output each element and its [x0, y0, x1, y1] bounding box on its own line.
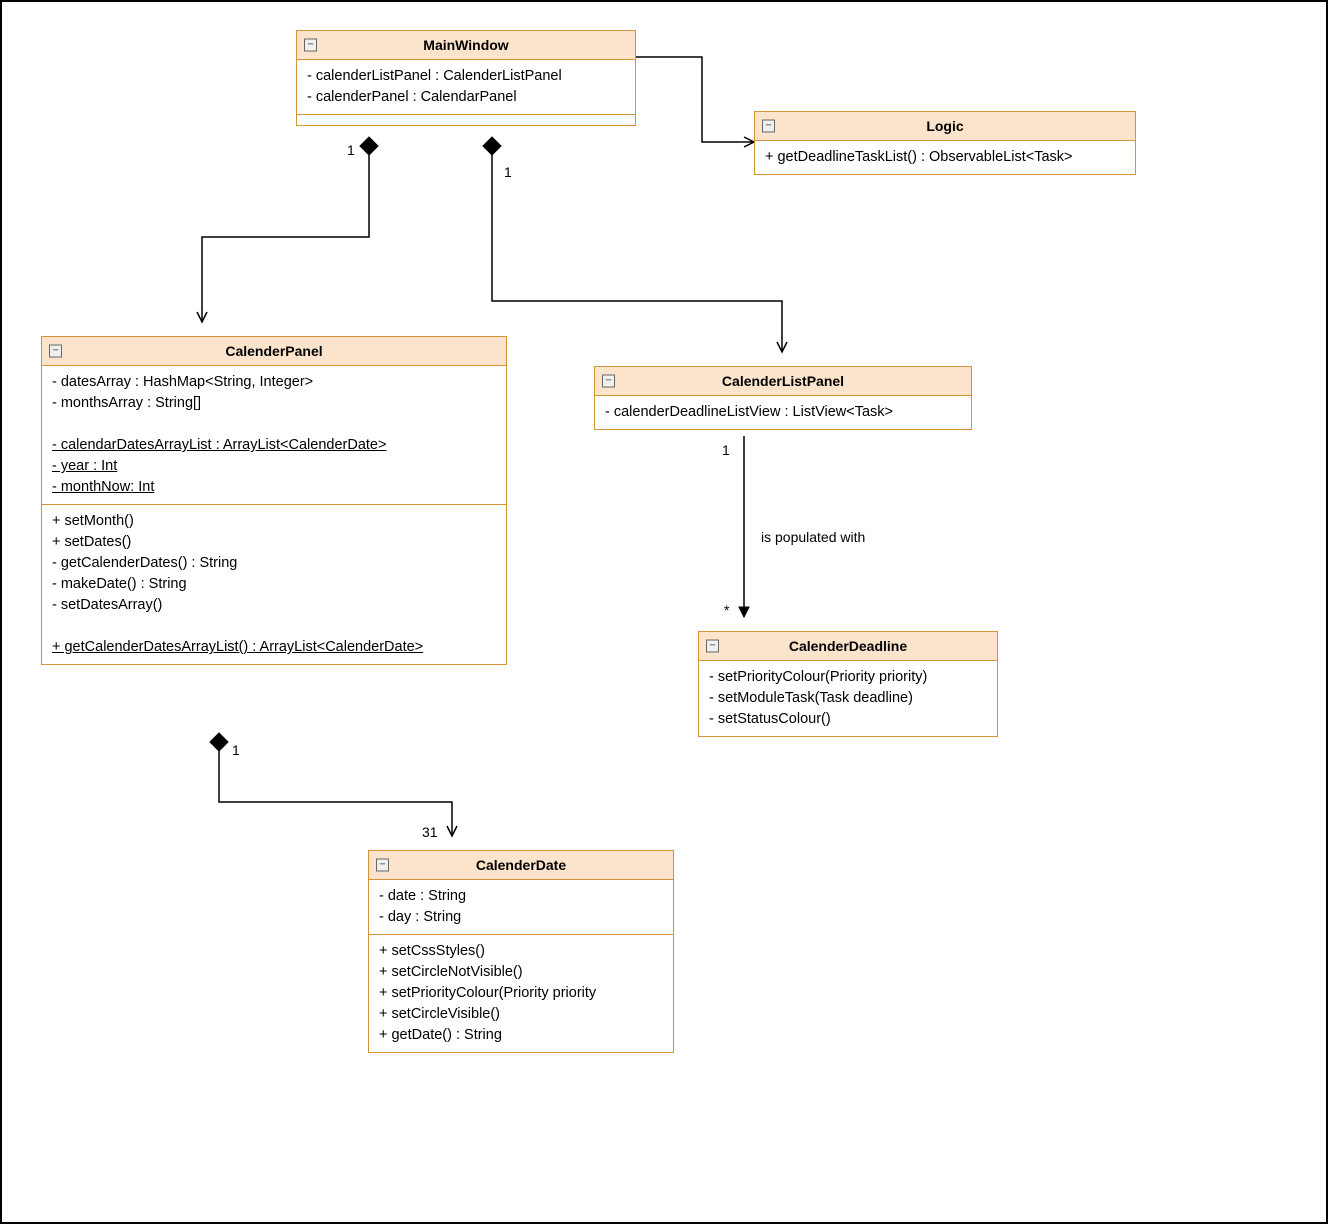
class-title: CalenderPanel [225, 343, 322, 359]
class-member: - monthNow: Int [52, 477, 496, 498]
class-member: - setStatusColour() [709, 709, 987, 730]
class-title: Logic [926, 118, 963, 134]
class-member: - date : String [379, 886, 663, 907]
class-member: - setPriorityColour(Priority priority) [709, 667, 987, 688]
methods [297, 115, 635, 125]
class-member: + getDeadlineTaskList() : ObservableList… [765, 147, 1125, 168]
class-mainwindow: − MainWindow - calenderListPanel : Calen… [296, 30, 636, 126]
class-member: - setDatesArray() [52, 595, 496, 616]
collapse-icon: − [304, 39, 317, 52]
multiplicity: 1 [722, 442, 730, 458]
class-member [52, 616, 496, 637]
connector-main-to-calenderpanel [202, 155, 369, 322]
methods: + setCssStyles()+ setCircleNotVisible()+… [369, 935, 673, 1052]
multiplicity: * [724, 602, 729, 618]
class-member: + getCalenderDatesArrayList() : ArrayLis… [52, 637, 496, 658]
methods: + getDeadlineTaskList() : ObservableList… [755, 141, 1135, 174]
class-member [52, 414, 496, 435]
class-calenderpanel: − CalenderPanel - datesArray : HashMap<S… [41, 336, 507, 665]
collapse-icon: − [602, 375, 615, 388]
multiplicity: 31 [422, 824, 438, 840]
diagram-canvas: − MainWindow - calenderListPanel : Calen… [0, 0, 1328, 1224]
class-member: + setCircleNotVisible() [379, 962, 663, 983]
class-title: CalenderDate [476, 857, 566, 873]
class-logic: − Logic + getDeadlineTaskList() : Observ… [754, 111, 1136, 175]
class-calenderdeadline: − CalenderDeadline - setPriorityColour(P… [698, 631, 998, 737]
class-title: CalenderListPanel [722, 373, 844, 389]
class-member: - year : Int [52, 456, 496, 477]
collapse-icon: − [376, 859, 389, 872]
composition-diamond [483, 137, 501, 155]
class-member: + setMonth() [52, 511, 496, 532]
class-member: - calenderDeadlineListView : ListView<Ta… [605, 402, 961, 423]
class-calenderdate: − CalenderDate - date : String- day : St… [368, 850, 674, 1053]
class-member: - monthsArray : String[] [52, 393, 496, 414]
composition-diamond [210, 733, 228, 751]
connector-main-to-calenderlistpanel [492, 155, 782, 352]
attrs: - calenderListPanel : CalenderListPanel-… [297, 60, 635, 115]
multiplicity: 1 [232, 742, 240, 758]
class-member: - setModuleTask(Task deadline) [709, 688, 987, 709]
multiplicity: 1 [504, 164, 512, 180]
connector-main-to-logic [636, 57, 754, 142]
collapse-icon: − [762, 120, 775, 133]
class-member: + getDate() : String [379, 1025, 663, 1046]
collapse-icon: − [49, 345, 62, 358]
attrs: - setPriorityColour(Priority priority)- … [699, 661, 997, 736]
class-title: CalenderDeadline [789, 638, 907, 654]
methods: + setMonth()+ setDates()- getCalenderDat… [42, 505, 506, 664]
class-calenderlistpanel: − CalenderListPanel - calenderDeadlineLi… [594, 366, 972, 430]
connector-calenderpanel-to-calenderdate [219, 751, 452, 836]
class-member: - calendarDatesArrayList : ArrayList<Cal… [52, 435, 496, 456]
class-member: + setDates() [52, 532, 496, 553]
association-label: is populated with [761, 529, 865, 545]
class-member: - datesArray : HashMap<String, Integer> [52, 372, 496, 393]
attrs: - datesArray : HashMap<String, Integer>-… [42, 366, 506, 505]
class-member: + setCssStyles() [379, 941, 663, 962]
class-member: - day : String [379, 907, 663, 928]
class-member: - calenderListPanel : CalenderListPanel [307, 66, 625, 87]
class-member: - makeDate() : String [52, 574, 496, 595]
class-member: + setCircleVisible() [379, 1004, 663, 1025]
class-member: - calenderPanel : CalendarPanel [307, 87, 625, 108]
composition-diamond [360, 137, 378, 155]
attrs: - date : String- day : String [369, 880, 673, 935]
attrs: - calenderDeadlineListView : ListView<Ta… [595, 396, 971, 429]
collapse-icon: − [706, 640, 719, 653]
class-member: - getCalenderDates() : String [52, 553, 496, 574]
multiplicity: 1 [347, 142, 355, 158]
class-title: MainWindow [423, 37, 508, 53]
class-member: + setPriorityColour(Priority priority [379, 983, 663, 1004]
